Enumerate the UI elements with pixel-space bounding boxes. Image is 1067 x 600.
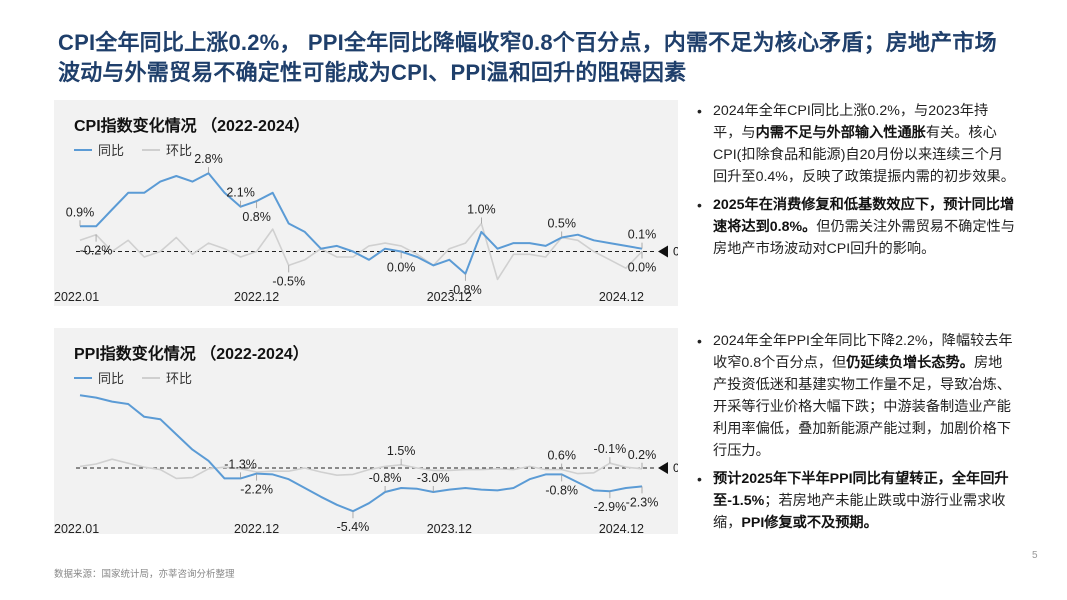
bullet-text: 有关。核心CPI(扣除食品和能源)自20月份以来连续三个月回升至0.4%，反映了… [713, 125, 1015, 185]
bullet-emphasis: 仍延续负增长态势。 [846, 355, 974, 371]
bullet-emphasis: 内需不足与外部输入性通胀 [755, 125, 926, 141]
cpi-bullet: 2025年在消费修复和低基数效应下，预计同比增速将达到0.8%。但仍需关注外需贸… [695, 194, 1015, 260]
legend-swatch-yoy [74, 148, 92, 151]
x-tick-label: 2022.01 [54, 522, 99, 534]
zero-marker-icon [658, 245, 668, 258]
legend-label-mom: 环比 [166, 143, 193, 158]
data-label: -2.2% [240, 483, 273, 497]
data-label: 0.6% [547, 449, 576, 463]
data-label: -1.3% [224, 457, 257, 471]
zero-label: 0 [673, 244, 678, 258]
series-line-mom [79, 222, 643, 281]
cpi-legend: 同比 环比 [74, 140, 192, 159]
x-tick-label: 2022.01 [54, 290, 99, 304]
bullet-text: ；若房地产未能止跌或中游行业需求收缩， [713, 493, 1006, 531]
zero-label: 0 [673, 461, 678, 475]
page-title: CPI全年同比上涨0.2%， PPI全年同比降幅收窄0.8个百分点，内需不足为核… [58, 30, 997, 85]
data-label: -0.5% [272, 274, 305, 288]
data-label: 0.2% [628, 448, 657, 462]
legend-item-mom: 环比 [142, 140, 192, 159]
data-label: -0.1% [594, 442, 627, 456]
legend-swatch-mom [142, 148, 161, 151]
legend-label-mom: 环比 [166, 371, 193, 386]
cpi-chart-panel: CPI指数变化情况 （2022-2024） 同比 环比 0 0.9% 2.8% 2.1… [54, 100, 678, 306]
data-label: 0.0% [387, 260, 416, 274]
cpi-line-chart: 0 0.9% 2.8% 2.1% 0.8% 0.0% -0.8% 0.5% 0.1% -0.2% -… [54, 152, 678, 304]
x-tick-label: 2023.12 [427, 290, 472, 304]
legend-label-yoy: 同比 [98, 143, 125, 158]
legend-swatch-mom [142, 376, 161, 379]
ppi-chart-title: PPI指数变化情况 （2022-2024） [74, 346, 309, 363]
data-label: 1.5% [387, 444, 416, 458]
ppi-bullet: 预计2025年下半年PPI同比有望转正，全年回升至-1.5%；若房地产未能止跌或… [695, 468, 1015, 534]
bullet-text: 房地产投资低迷和基建实物工作量不足，导致冶炼、开采等行业价格大幅下跌；中游装备制… [713, 355, 1011, 459]
legend-label-yoy: 同比 [98, 371, 125, 386]
data-label: 0.1% [628, 228, 657, 242]
series-line-yoy [80, 172, 643, 275]
legend-item-yoy: 同比 [74, 368, 124, 387]
x-tick-label: 2022.12 [234, 290, 279, 304]
ppi-bullet: 2024年全年PPI全年同比下降2.2%，降幅较去年收窄0.8个百分点，但仍延续… [695, 330, 1015, 462]
data-label: -2.3% [626, 495, 659, 509]
series-line-yoy [79, 394, 643, 513]
ppi-commentary: 2024年全年PPI全年同比下降2.2%，降幅较去年收窄0.8个百分点，但仍延续… [695, 330, 1015, 540]
page-number: 5 [1032, 550, 1038, 561]
legend-item-mom: 环比 [142, 368, 192, 387]
series-line-mom [79, 458, 643, 480]
bullet-emphasis: 预计2025年下半年PPI同比有望转正，全年回升至-1.5% [713, 471, 1009, 509]
legend-swatch-yoy [74, 376, 92, 379]
ppi-line-chart: 0 -1.3% -2.2% -5.4% -0.8% -3.0% -0.8% -2.9% -2.3… [54, 394, 678, 534]
data-label: 0.8% [242, 210, 271, 224]
data-label: -5.4% [337, 520, 370, 534]
legend-item-yoy: 同比 [74, 140, 124, 159]
x-tick-label: 2024.12 [599, 522, 644, 534]
data-label: 1.0% [467, 203, 496, 217]
x-tick-label: 2023.12 [427, 522, 472, 534]
data-source-note: 数据来源：国家统计局，亦莘咨询分析整理 [54, 569, 235, 580]
x-tick-label: 2022.12 [234, 522, 279, 534]
bullet-text: 2024年全年CPI同比上涨0.2%，与2023年持平，与 [713, 103, 989, 141]
data-label: -2.9% [594, 500, 627, 514]
data-label: 2.8% [194, 152, 223, 166]
data-label: -3.0% [417, 471, 450, 485]
ppi-chart-panel: PPI指数变化情况 （2022-2024） 同比 环比 0 -1.3% -2.2% -… [54, 328, 678, 534]
data-label: 0.5% [547, 216, 576, 230]
cpi-chart-title: CPI指数变化情况 （2022-2024） [74, 118, 310, 135]
data-label: -0.8% [545, 483, 578, 497]
bullet-text: 但仍需关注外需贸易不确定性与房地产市场波动对CPI回升的影响。 [713, 219, 1015, 257]
data-label: 2.1% [226, 186, 255, 200]
bullet-emphasis: 2025年在消费修复和低基数效应下，预计同比增速将达到0.8%。 [713, 197, 1015, 235]
cpi-commentary: 2024年全年CPI同比上涨0.2%，与2023年持平，与内需不足与外部输入性通… [695, 100, 1015, 266]
ppi-legend: 同比 环比 [74, 368, 192, 387]
bullet-text: 2024年全年PPI全年同比下降2.2%，降幅较去年收窄0.8个百分点，但 [713, 333, 1013, 371]
data-label: -0.2% [80, 244, 113, 258]
data-label: 0.0% [628, 260, 657, 274]
bullet-emphasis: PPI修复或不及预期。 [741, 515, 878, 531]
data-label: 0.9% [66, 205, 95, 219]
cpi-bullet: 2024年全年CPI同比上涨0.2%，与2023年持平，与内需不足与外部输入性通… [695, 100, 1015, 188]
data-label: -0.8% [449, 283, 482, 297]
x-tick-label: 2024.12 [599, 290, 644, 304]
zero-marker-icon [658, 462, 668, 474]
data-label: -0.8% [369, 471, 402, 485]
